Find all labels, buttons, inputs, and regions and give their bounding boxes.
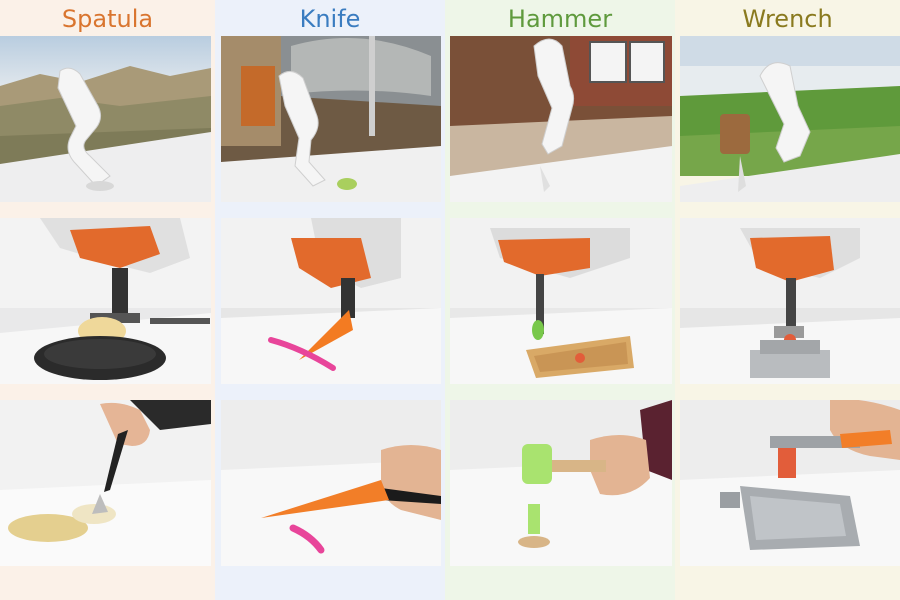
human-image-hammer: [450, 400, 672, 566]
column-spatula: Spatula: [0, 0, 215, 600]
column-title-spatula: Spatula: [61, 5, 154, 33]
robot-image-hammer: [450, 218, 672, 384]
column-knife: Knife: [215, 0, 445, 600]
column-title-hammer: Hammer: [507, 5, 613, 33]
human-image-wrench: [680, 400, 900, 566]
column-wrench: Wrench: [675, 0, 900, 600]
sim-image-knife: [221, 36, 441, 202]
robot-image-knife: [221, 218, 441, 384]
sim-image-hammer: [450, 36, 672, 202]
column-hammer: Hammer: [445, 0, 675, 600]
column-title-knife: Knife: [299, 5, 361, 33]
sim-image-wrench: [680, 36, 900, 202]
human-image-spatula: [0, 400, 211, 566]
robot-image-wrench: [680, 218, 900, 384]
robot-image-spatula: [0, 218, 211, 384]
human-image-knife: [221, 400, 441, 566]
column-title-wrench: Wrench: [742, 5, 833, 33]
sim-image-spatula: [0, 36, 211, 202]
